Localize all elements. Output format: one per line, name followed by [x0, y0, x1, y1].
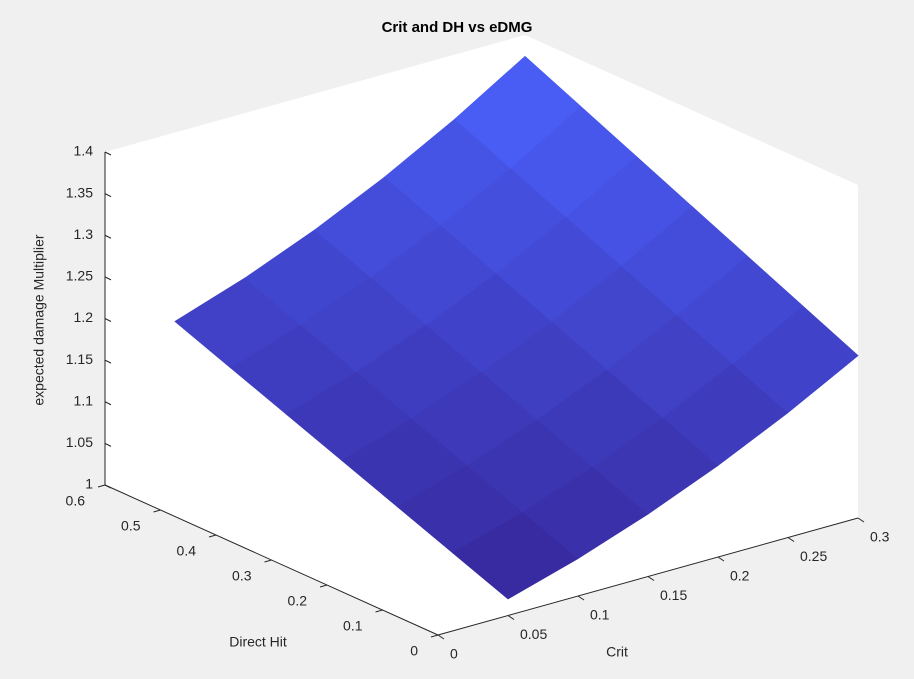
z-tick-label: 1.2: [74, 309, 94, 325]
x-tick-label: 0.2: [730, 568, 750, 584]
z-tick-label: 1.1: [74, 392, 94, 408]
z-tick-label: 1: [85, 476, 93, 492]
y-tick-label: 0: [410, 643, 418, 659]
y-tick: [264, 559, 272, 563]
x-axis-label: Crit: [606, 644, 628, 660]
z-tick: [104, 442, 112, 447]
x-tick-label: 0.05: [520, 626, 547, 642]
z-tick-label: 1.3: [74, 226, 94, 242]
x-tick-label: 0.3: [870, 529, 890, 545]
y-tick-label: 0.6: [66, 493, 86, 509]
y-axis-label: Direct Hit: [229, 634, 287, 650]
y-tick-label: 0.5: [121, 518, 141, 534]
z-tick-label: 1.05: [66, 434, 93, 450]
x-tick-label: 0.1: [590, 607, 610, 623]
z-tick: [104, 359, 112, 364]
x-tick-label: 0.15: [660, 587, 687, 603]
y-tick-label: 0.4: [177, 543, 197, 559]
z-tick: [104, 276, 112, 281]
x-tick: [717, 556, 725, 562]
z-tick-label: 1.35: [66, 184, 93, 200]
y-tick-label: 0.1: [343, 618, 363, 634]
x-tick: [787, 537, 795, 542]
x-tick: [857, 517, 865, 523]
y-tick: [319, 584, 328, 588]
z-tick-label: 1.25: [66, 268, 93, 284]
x-tick: [577, 595, 585, 601]
surface-face: [454, 55, 582, 169]
z-tick: [104, 234, 112, 239]
x-tick: [437, 634, 445, 640]
z-tick: [104, 318, 112, 322]
y-tick: [430, 634, 439, 638]
chart-title: Crit and DH vs eDMG: [382, 19, 533, 36]
z-tick: [104, 151, 112, 156]
y-tick: [208, 534, 217, 538]
x-tick: [507, 615, 515, 620]
y-tick-label: 0.2: [288, 593, 308, 609]
y-tick: [97, 484, 106, 488]
x-tick: [647, 576, 655, 581]
z-tick-label: 1.15: [66, 351, 93, 367]
z-tick: [104, 193, 112, 198]
y-tick-label: 0.3: [232, 568, 252, 584]
z-tick: [104, 484, 112, 489]
z-axis-label: expected damage Multiplier: [31, 234, 47, 406]
y-tick: [153, 509, 161, 513]
z-tick-label: 1.4: [74, 143, 94, 159]
z-tick: [104, 401, 112, 406]
x-tick-label: 0.25: [800, 548, 827, 564]
x-tick-label: 0: [450, 646, 458, 662]
y-tick: [375, 609, 383, 613]
